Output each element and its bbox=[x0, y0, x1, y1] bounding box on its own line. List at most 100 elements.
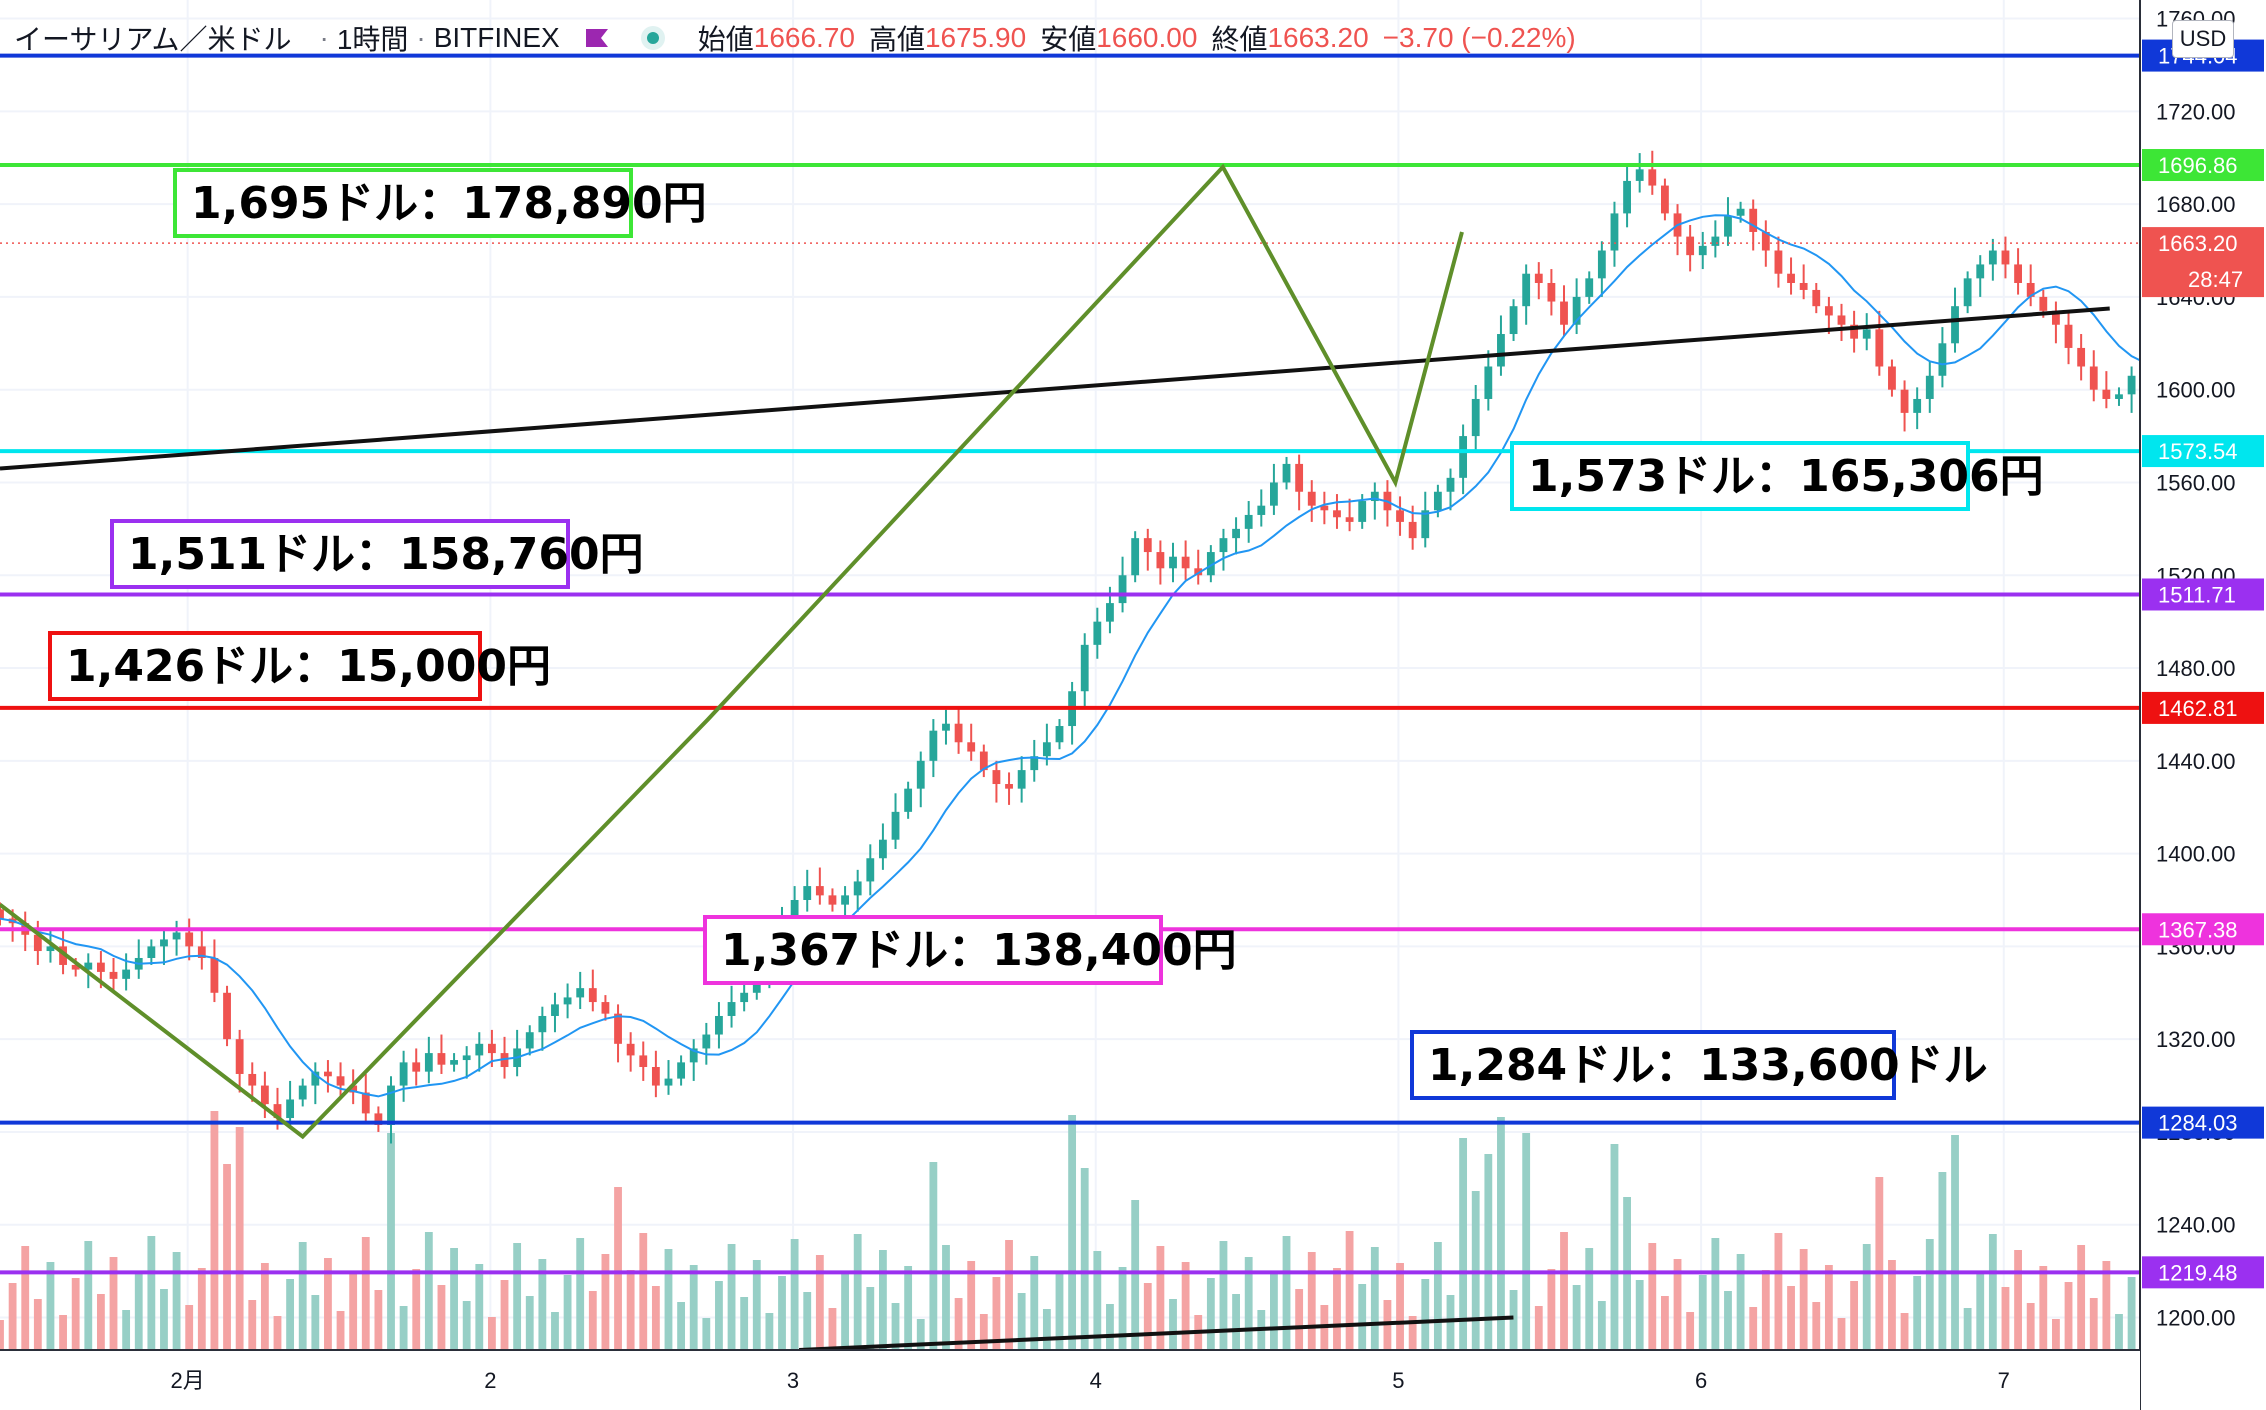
volume-bar bbox=[1030, 1256, 1039, 1350]
price-line-axis-badge bbox=[2142, 913, 2264, 946]
symbol-name[interactable]: イーサリアム／米ドル bbox=[14, 24, 292, 55]
candle-body bbox=[1724, 215, 1732, 237]
volume-bar bbox=[1143, 1283, 1152, 1350]
candle-body bbox=[601, 1002, 610, 1014]
candle-body bbox=[1900, 389, 1909, 413]
close-label: 終値 bbox=[1211, 24, 1268, 55]
volume-bar bbox=[525, 1296, 534, 1350]
volume-bar bbox=[1560, 1232, 1568, 1350]
price-axis-tick-label: 1240.00 bbox=[2156, 1213, 2236, 1238]
candle-body bbox=[1257, 505, 1266, 515]
candle-body bbox=[424, 1053, 433, 1072]
candle-body bbox=[71, 964, 80, 970]
time-axis bbox=[0, 1350, 2140, 1410]
candle-body bbox=[450, 1060, 458, 1065]
volume-bar bbox=[1055, 1272, 1064, 1350]
volume-bar bbox=[1900, 1313, 1909, 1350]
candle-body bbox=[248, 1073, 257, 1086]
volume-bar bbox=[2014, 1250, 2022, 1350]
volume-bar bbox=[1711, 1238, 1720, 1350]
volume-bar bbox=[954, 1298, 963, 1350]
volume-bar bbox=[916, 1319, 925, 1350]
volume-bar bbox=[160, 1289, 168, 1350]
price-line-axis-label: 1462.81 bbox=[2158, 696, 2238, 721]
candle-body bbox=[1307, 491, 1316, 506]
volume-bar bbox=[1206, 1278, 1215, 1350]
volume-bar bbox=[1370, 1247, 1379, 1350]
volume-bar bbox=[1888, 1260, 1896, 1350]
candle-body bbox=[1143, 538, 1152, 553]
candle-body bbox=[1055, 726, 1064, 743]
candle-body bbox=[1017, 770, 1026, 789]
candle-body bbox=[1118, 575, 1127, 604]
price-axis-tick-label: 1400.00 bbox=[2156, 842, 2236, 867]
close-value: 1663.20 bbox=[1267, 22, 1369, 53]
volume-bar bbox=[1345, 1231, 1354, 1350]
candle-body bbox=[1686, 236, 1695, 256]
candle-body bbox=[1396, 510, 1404, 522]
volume-bar bbox=[2026, 1303, 2035, 1350]
time-axis-tick-label: 3 bbox=[787, 1368, 799, 1393]
candle-body bbox=[1812, 289, 1821, 307]
candle-body bbox=[1080, 644, 1089, 692]
candle-body bbox=[1295, 463, 1304, 492]
volume-bar bbox=[866, 1287, 875, 1350]
candle-body bbox=[1749, 208, 1758, 232]
separator-dot: · bbox=[319, 22, 329, 53]
volume-bar bbox=[1106, 1304, 1114, 1350]
candle-body bbox=[1850, 324, 1859, 339]
candle-body bbox=[1333, 510, 1341, 518]
candle-body bbox=[677, 1062, 686, 1079]
candle-body bbox=[1358, 501, 1367, 522]
volume-bar bbox=[260, 1263, 269, 1350]
candle-body bbox=[273, 1104, 282, 1119]
candle-body bbox=[815, 886, 824, 896]
candle-body bbox=[790, 900, 799, 919]
volume-bar bbox=[1232, 1294, 1240, 1350]
volume-bar bbox=[538, 1259, 547, 1350]
price-line-axis-badge bbox=[2142, 435, 2264, 468]
flag-icon[interactable] bbox=[584, 25, 610, 51]
candle-body bbox=[96, 962, 105, 972]
candle-body bbox=[1799, 282, 1808, 290]
volume-bar bbox=[992, 1277, 1001, 1350]
candle-body bbox=[210, 957, 219, 993]
candle-body bbox=[1824, 306, 1833, 316]
candle-body bbox=[954, 723, 963, 743]
candle-body bbox=[1169, 556, 1177, 569]
candle-body bbox=[1736, 208, 1745, 216]
volume-bar bbox=[778, 1276, 786, 1350]
price-level-callout-text: 1,511ドル：158,760円 bbox=[128, 529, 644, 580]
volume-bar bbox=[1118, 1267, 1127, 1350]
volume-bar bbox=[1068, 1115, 1077, 1350]
open-label: 始値 bbox=[697, 24, 754, 55]
candle-body bbox=[336, 1076, 345, 1086]
candle-body bbox=[462, 1055, 471, 1061]
candle-body bbox=[33, 934, 42, 952]
volume-bar bbox=[1648, 1243, 1657, 1350]
candle-body bbox=[2102, 389, 2111, 399]
candle-body bbox=[1534, 273, 1543, 283]
interval-label[interactable]: 1時間 bbox=[336, 24, 409, 55]
volume-bar bbox=[500, 1280, 509, 1350]
candle-body bbox=[374, 1113, 383, 1125]
volume-bar bbox=[2052, 1319, 2060, 1350]
candle-body bbox=[0, 909, 4, 919]
market-status-icon[interactable] bbox=[640, 25, 666, 51]
candle-body bbox=[702, 1034, 711, 1049]
volume-bar bbox=[1572, 1285, 1581, 1350]
price-axis-tick-label: 1320.00 bbox=[2156, 1027, 2236, 1052]
candle-body bbox=[2001, 250, 2010, 265]
symbol-legend[interactable]: イーサリアム／米ドル · 1時間 · BITFINEX 始値 1666.70 高… bbox=[14, 18, 1576, 58]
currency-button[interactable]: USD bbox=[2172, 20, 2234, 58]
candle-body bbox=[437, 1053, 446, 1065]
volume-bar bbox=[84, 1241, 93, 1350]
time-axis-tick-label: 4 bbox=[1090, 1368, 1102, 1393]
volume-bar bbox=[1761, 1270, 1770, 1350]
volume-bar bbox=[1219, 1241, 1228, 1350]
volume-bar bbox=[1534, 1306, 1543, 1350]
volume-bar bbox=[2001, 1287, 2010, 1350]
price-line-axis-badge bbox=[2142, 1106, 2264, 1139]
volume-bar bbox=[979, 1314, 988, 1350]
